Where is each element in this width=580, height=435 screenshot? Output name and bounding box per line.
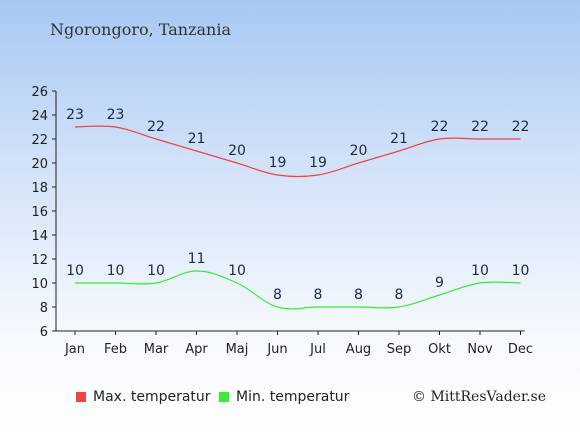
y-tick-label-26: 26 [31,85,48,100]
data-label-max-maj: 20 [228,143,246,159]
data-label-max-feb: 23 [107,107,125,123]
x-tick-label-nov: Nov [467,342,493,357]
x-tick-label-mar: Mar [144,342,169,357]
x-tick-label-jul: Jul [309,342,326,357]
y-tick-label-14: 14 [31,229,48,244]
data-label-min-maj: 10 [228,263,246,279]
data-label-min-feb: 10 [107,263,125,279]
data-label-min-okt: 9 [435,275,444,291]
data-label-max-mar: 22 [147,119,165,135]
data-label-max-dec: 22 [512,119,530,135]
x-tick-label-jan: Jan [64,342,85,357]
data-label-max-okt: 22 [431,119,449,135]
x-tick-label-aug: Aug [346,342,371,357]
data-label-min-jun: 8 [273,287,282,303]
y-tick-label-18: 18 [31,181,48,196]
x-tick-label-dec: Dec [508,342,533,357]
legend-min: Min. temperatur [219,389,349,405]
data-label-min-jan: 10 [66,263,84,279]
data-label-max-jun: 19 [269,155,287,171]
legend-max-swatch [76,392,86,402]
data-label-max-apr: 21 [188,131,206,147]
y-tick-label-24: 24 [31,109,48,124]
x-tick-label-okt: Okt [428,342,451,357]
y-tick-label-10: 10 [31,277,48,292]
data-label-max-jul: 19 [309,155,327,171]
chart-title: Ngorongoro, Tanzania [50,20,231,39]
legend-min-swatch [219,392,229,402]
x-tick-label-jun: Jun [266,342,287,357]
legend-max: Max. temperatur [76,389,211,405]
y-tick-label-16: 16 [31,205,48,220]
data-label-min-sep: 8 [395,287,404,303]
credit-text: © MittResVader.se [412,389,547,405]
x-tick-label-apr: Apr [185,342,208,357]
y-tick-label-12: 12 [31,253,48,268]
data-labels: 23 23 22 21 20 19 19 20 21 22 22 22 10 10 10 11 10 8 8 8 8 9 1… [66,107,529,303]
series-lines [74,125,521,310]
data-label-min-apr: 11 [188,251,206,267]
x-tick-label-feb: Feb [104,342,127,357]
data-label-min-nov: 10 [471,263,489,279]
axes: 6 8 10 12 14 16 18 20 22 24 26 Jan Feb Mar Apr Maj Jun Ju… [31,85,533,357]
data-label-min-jul: 8 [314,287,323,303]
x-tick-label-maj: Maj [226,342,249,357]
x-tick-label-sep: Sep [387,342,412,357]
legend-max-label: Max. temperatur [93,389,211,405]
y-tick-label-20: 20 [31,157,48,172]
series-line-max [74,125,521,178]
y-tick-label-8: 8 [40,301,48,316]
series-line-min [74,270,521,310]
data-label-max-jan: 23 [66,107,84,123]
y-tick-label-6: 6 [40,325,48,340]
data-label-min-mar: 10 [147,263,165,279]
data-label-min-aug: 8 [354,287,363,303]
data-label-max-nov: 22 [471,119,489,135]
y-tick-label-22: 22 [31,133,48,148]
data-label-max-aug: 20 [350,143,368,159]
data-label-min-dec: 10 [512,263,530,279]
data-label-max-sep: 21 [390,131,408,147]
legend-min-label: Min. temperatur [236,389,350,405]
